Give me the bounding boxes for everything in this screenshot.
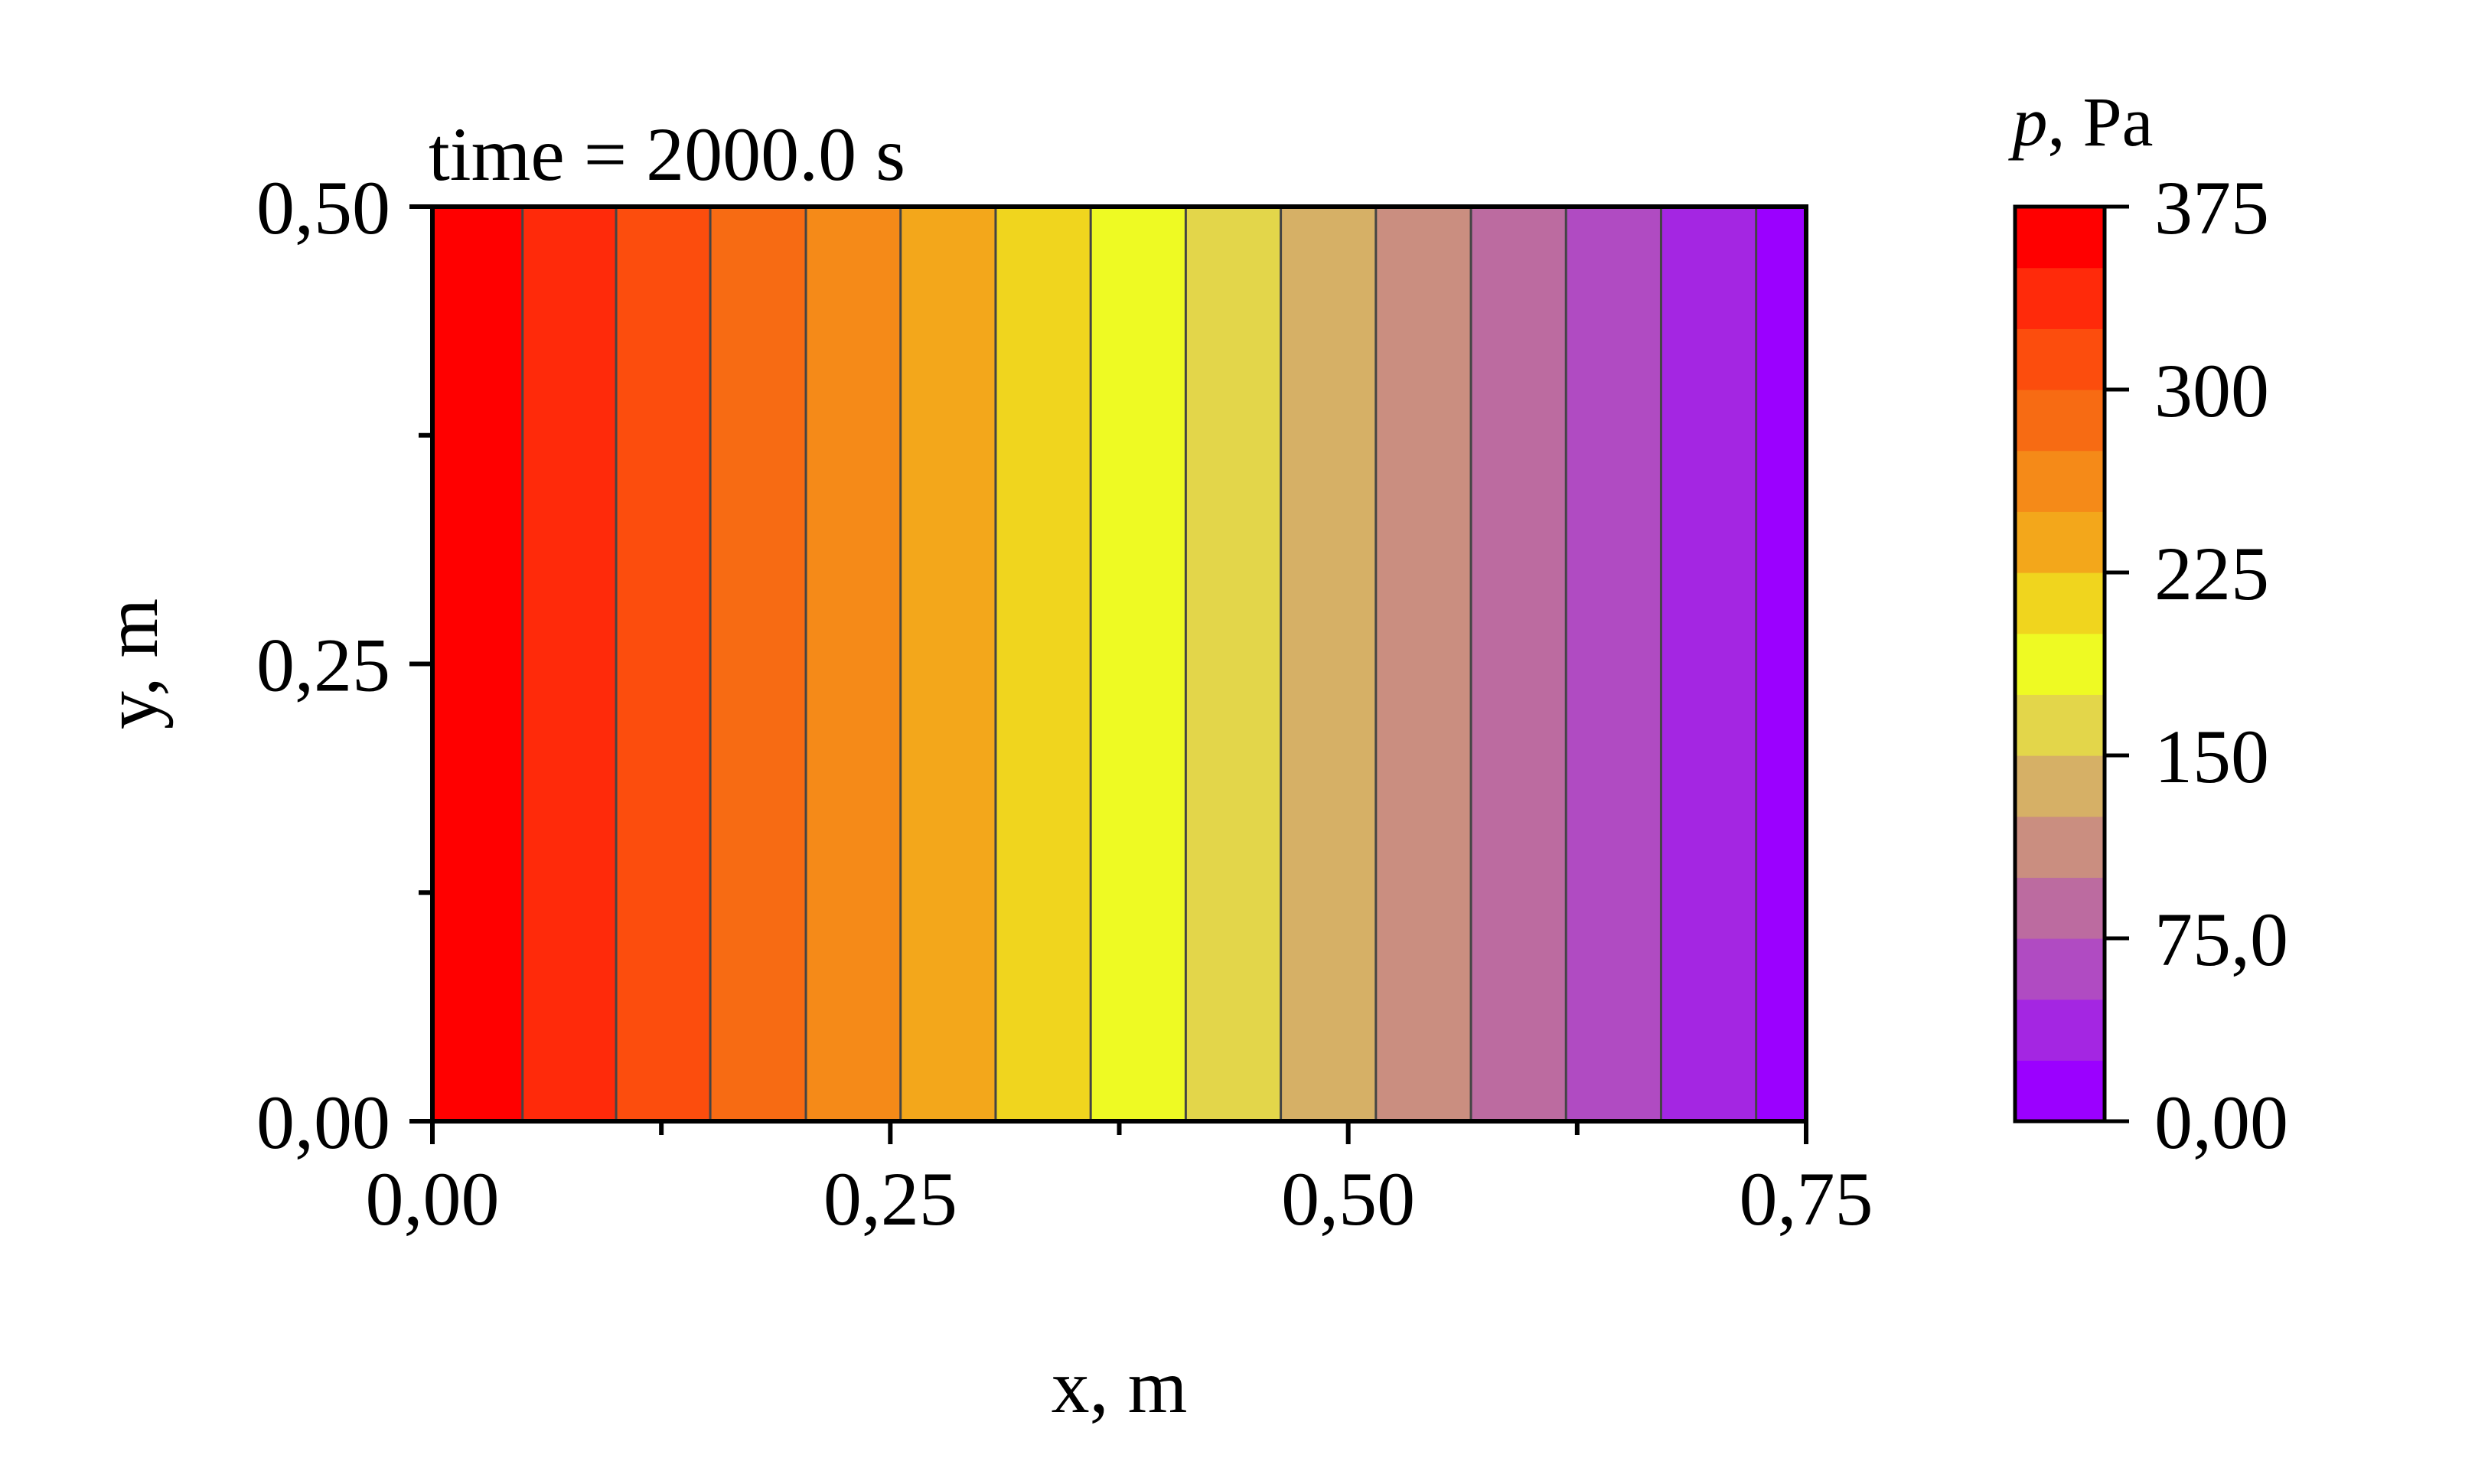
colorbar-segment: [2015, 390, 2105, 452]
contour-band: [806, 207, 902, 1121]
colorbar-title-symbol: p: [2008, 83, 2048, 161]
y-tick-label: 0,50: [256, 165, 390, 250]
colorbar-segment: [2015, 1060, 2105, 1122]
colorbar-segment: [2015, 755, 2105, 817]
colorbar-segment: [2015, 694, 2105, 756]
colorbar-tick-label: 75,0: [2154, 897, 2288, 982]
colorbar-segment: [2015, 938, 2105, 1000]
x-tick-label: 0,25: [823, 1156, 957, 1241]
contour-band: [1375, 207, 1472, 1121]
colorbar-segments: [2015, 207, 2105, 1122]
colorbar-tick-label: 225: [2154, 531, 2269, 616]
x-tick-label: 0,75: [1740, 1156, 1873, 1241]
colorbar-segment: [2015, 816, 2105, 878]
contour-band: [522, 207, 617, 1121]
colorbar-title-unit: , Pa: [2048, 83, 2154, 161]
colorbar-segment: [2015, 877, 2105, 939]
x-axis: 0,00 0,25 0,50 0,75: [366, 1121, 1873, 1241]
colorbar-tick-label: 300: [2154, 348, 2269, 433]
colorbar: 0,00 75,0 150 225 300 375 p, Pa: [2008, 83, 2289, 1165]
colorbar-ticks: 0,00 75,0 150 225 300 375: [2105, 165, 2288, 1165]
colorbar-tick-label: 150: [2154, 714, 2269, 799]
contour-band: [1566, 207, 1662, 1121]
colorbar-tick-label: 0,00: [2154, 1080, 2288, 1165]
colorbar-segment: [2015, 267, 2105, 329]
colorbar-segment: [2015, 572, 2105, 634]
contour-band: [995, 207, 1091, 1121]
contour-band: [1661, 207, 1757, 1121]
colorbar-title: p, Pa: [2008, 83, 2154, 161]
colorbar-segment: [2015, 207, 2105, 269]
x-axis-title: x, m: [1052, 1344, 1188, 1429]
colorbar-frame: [2013, 204, 2107, 1124]
contour-band: [1280, 207, 1377, 1121]
contour-band: [1091, 207, 1186, 1121]
contour-band: [432, 207, 523, 1121]
x-tick-label: 0,00: [366, 1156, 500, 1241]
colorbar-segment: [2015, 633, 2105, 695]
contour-band: [900, 207, 996, 1121]
colorbar-segment: [2015, 999, 2105, 1061]
colorbar-segment: [2015, 328, 2105, 390]
contour-lines: [521, 207, 1758, 1121]
contour-band: [710, 207, 807, 1121]
contour-band: [1471, 207, 1567, 1121]
contour-band: [1756, 207, 1807, 1121]
time-annotation: time = 2000.0 s: [429, 112, 905, 197]
colorbar-tick-label: 375: [2154, 165, 2269, 250]
contour-band: [1185, 207, 1282, 1121]
y-axis: 0,00 0,25 0,50: [256, 165, 432, 1165]
contour-band: [616, 207, 711, 1121]
y-tick-label: 0,00: [256, 1080, 390, 1165]
contour-bands: [432, 207, 1807, 1121]
colorbar-segment: [2015, 511, 2105, 573]
colorbar-segment: [2015, 450, 2105, 512]
x-tick-label: 0,50: [1281, 1156, 1415, 1241]
y-tick-label: 0,25: [256, 623, 390, 708]
y-axis-title: y, m: [89, 598, 174, 729]
